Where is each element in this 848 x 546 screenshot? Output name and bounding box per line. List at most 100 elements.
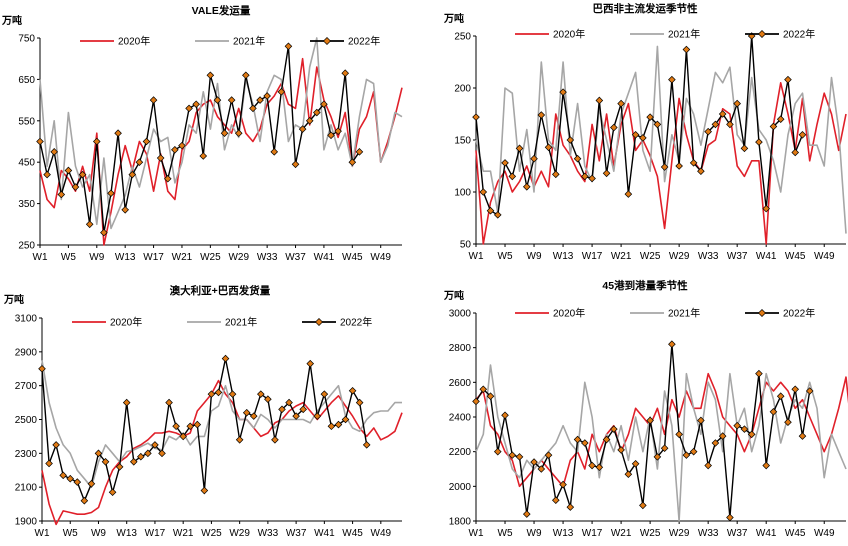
x-tick-label: W9: [89, 252, 104, 263]
legend: 2020年 2021年 2022年: [515, 307, 815, 320]
data-point-2022: [508, 172, 517, 181]
series-line-2021年: [475, 45, 847, 234]
x-tick-label: W45: [342, 528, 363, 539]
x-tick-label: W41: [756, 528, 777, 539]
y-tick-label: 3000: [449, 309, 472, 320]
legend-label: 2022年: [340, 316, 372, 329]
data-point-2022: [80, 496, 89, 505]
data-point-2022: [207, 390, 216, 398]
y-tick-label: 250: [454, 32, 471, 43]
data-point-2022: [298, 125, 307, 133]
legend-label: 2022年: [783, 307, 815, 320]
y-tick-label: 150: [454, 136, 471, 147]
series-line-2022年: [475, 35, 804, 216]
data-point-2022: [257, 390, 265, 398]
legend: 2020年 2021年 2022年: [515, 28, 815, 41]
x-tick-label: W13: [115, 252, 136, 263]
data-point-2022: [726, 120, 734, 129]
y-tick-label: 1900: [15, 517, 38, 528]
data-point-2022: [479, 385, 488, 394]
x-tick-label: W5: [61, 252, 76, 263]
data-point-2022: [171, 145, 179, 154]
y-tick-label: 2500: [15, 415, 38, 426]
data-point-2022: [544, 451, 553, 459]
x-tick-label: W17: [145, 528, 166, 539]
data-point-2022: [57, 190, 66, 199]
data-point-2022: [172, 422, 180, 431]
data-point-2022: [784, 418, 792, 426]
data-point-2022: [362, 441, 371, 449]
legend-label: 2022年: [348, 35, 380, 48]
unit-label: 万吨: [3, 293, 24, 306]
data-point-2022: [689, 447, 698, 456]
data-point-2022: [537, 465, 546, 473]
data-point-2022: [305, 117, 314, 125]
x-tick-label: W17: [582, 251, 603, 262]
x-tick-label: W37: [727, 528, 748, 539]
data-point-2022: [355, 148, 364, 156]
x-tick-label: W21: [173, 528, 194, 539]
x-tick-label: W25: [640, 251, 661, 262]
data-point-2022: [639, 501, 647, 510]
data-point-2022: [334, 127, 342, 135]
x-tick-label: W13: [553, 528, 574, 539]
data-point-2022: [791, 385, 800, 394]
data-point-2022: [320, 100, 328, 109]
data-point-2022: [227, 96, 236, 104]
data-point-2022: [515, 453, 524, 461]
data-point-2022: [493, 447, 502, 456]
data-point-2022: [733, 421, 741, 430]
legend-label: 2020年: [553, 307, 585, 320]
x-tick-label: W29: [229, 528, 250, 539]
x-tick-label: W33: [258, 528, 279, 539]
data-point-2022: [530, 154, 538, 163]
series-line-2020年: [475, 372, 848, 488]
data-point-2022: [66, 474, 75, 483]
data-point-2022: [277, 88, 286, 96]
data-point-2022: [299, 405, 307, 414]
data-point-2022: [149, 96, 158, 104]
data-point-2022: [704, 461, 712, 470]
data-point-2022: [151, 441, 159, 449]
chart-title: 澳大利亚+巴西发货量: [170, 284, 271, 297]
series-line-2021年: [41, 360, 402, 489]
legend-label: 2021年: [233, 35, 265, 48]
data-point-2022: [292, 412, 300, 420]
data-point-2022: [660, 444, 669, 452]
data-point-2022: [36, 137, 44, 146]
data-point-2022: [306, 359, 315, 368]
data-point-2022: [73, 478, 82, 486]
data-point-2022: [522, 510, 531, 518]
data-point-2022: [805, 387, 814, 395]
x-tick-label: W33: [698, 528, 719, 539]
data-point-2022: [108, 488, 117, 497]
legend-marker: [758, 30, 766, 38]
data-point-2022: [704, 127, 712, 136]
unit-label: 万吨: [443, 289, 464, 302]
data-point-2022: [573, 435, 582, 444]
data-point-2022: [163, 174, 172, 183]
x-tick-label: W49: [371, 528, 392, 539]
y-tick-label: 550: [18, 116, 35, 127]
data-point-2022: [610, 123, 618, 132]
data-point-2022: [697, 167, 705, 175]
data-point-2022: [192, 100, 200, 109]
x-tick-label: W37: [727, 251, 748, 262]
data-point-2022: [486, 392, 495, 400]
y-tick-label: 2400: [449, 413, 472, 424]
x-tick-label: W1: [469, 528, 484, 539]
data-point-2022: [798, 432, 807, 440]
data-point-2022: [348, 386, 357, 395]
data-point-2022: [78, 170, 87, 179]
data-point-2022: [501, 159, 509, 167]
x-tick-label: W17: [582, 528, 603, 539]
data-point-2022: [552, 170, 560, 179]
data-point-2022: [59, 471, 67, 480]
data-point-2022: [472, 113, 480, 121]
data-point-2022: [660, 163, 669, 171]
legend-label: 2022年: [783, 28, 815, 41]
unit-label: 万吨: [443, 12, 464, 25]
